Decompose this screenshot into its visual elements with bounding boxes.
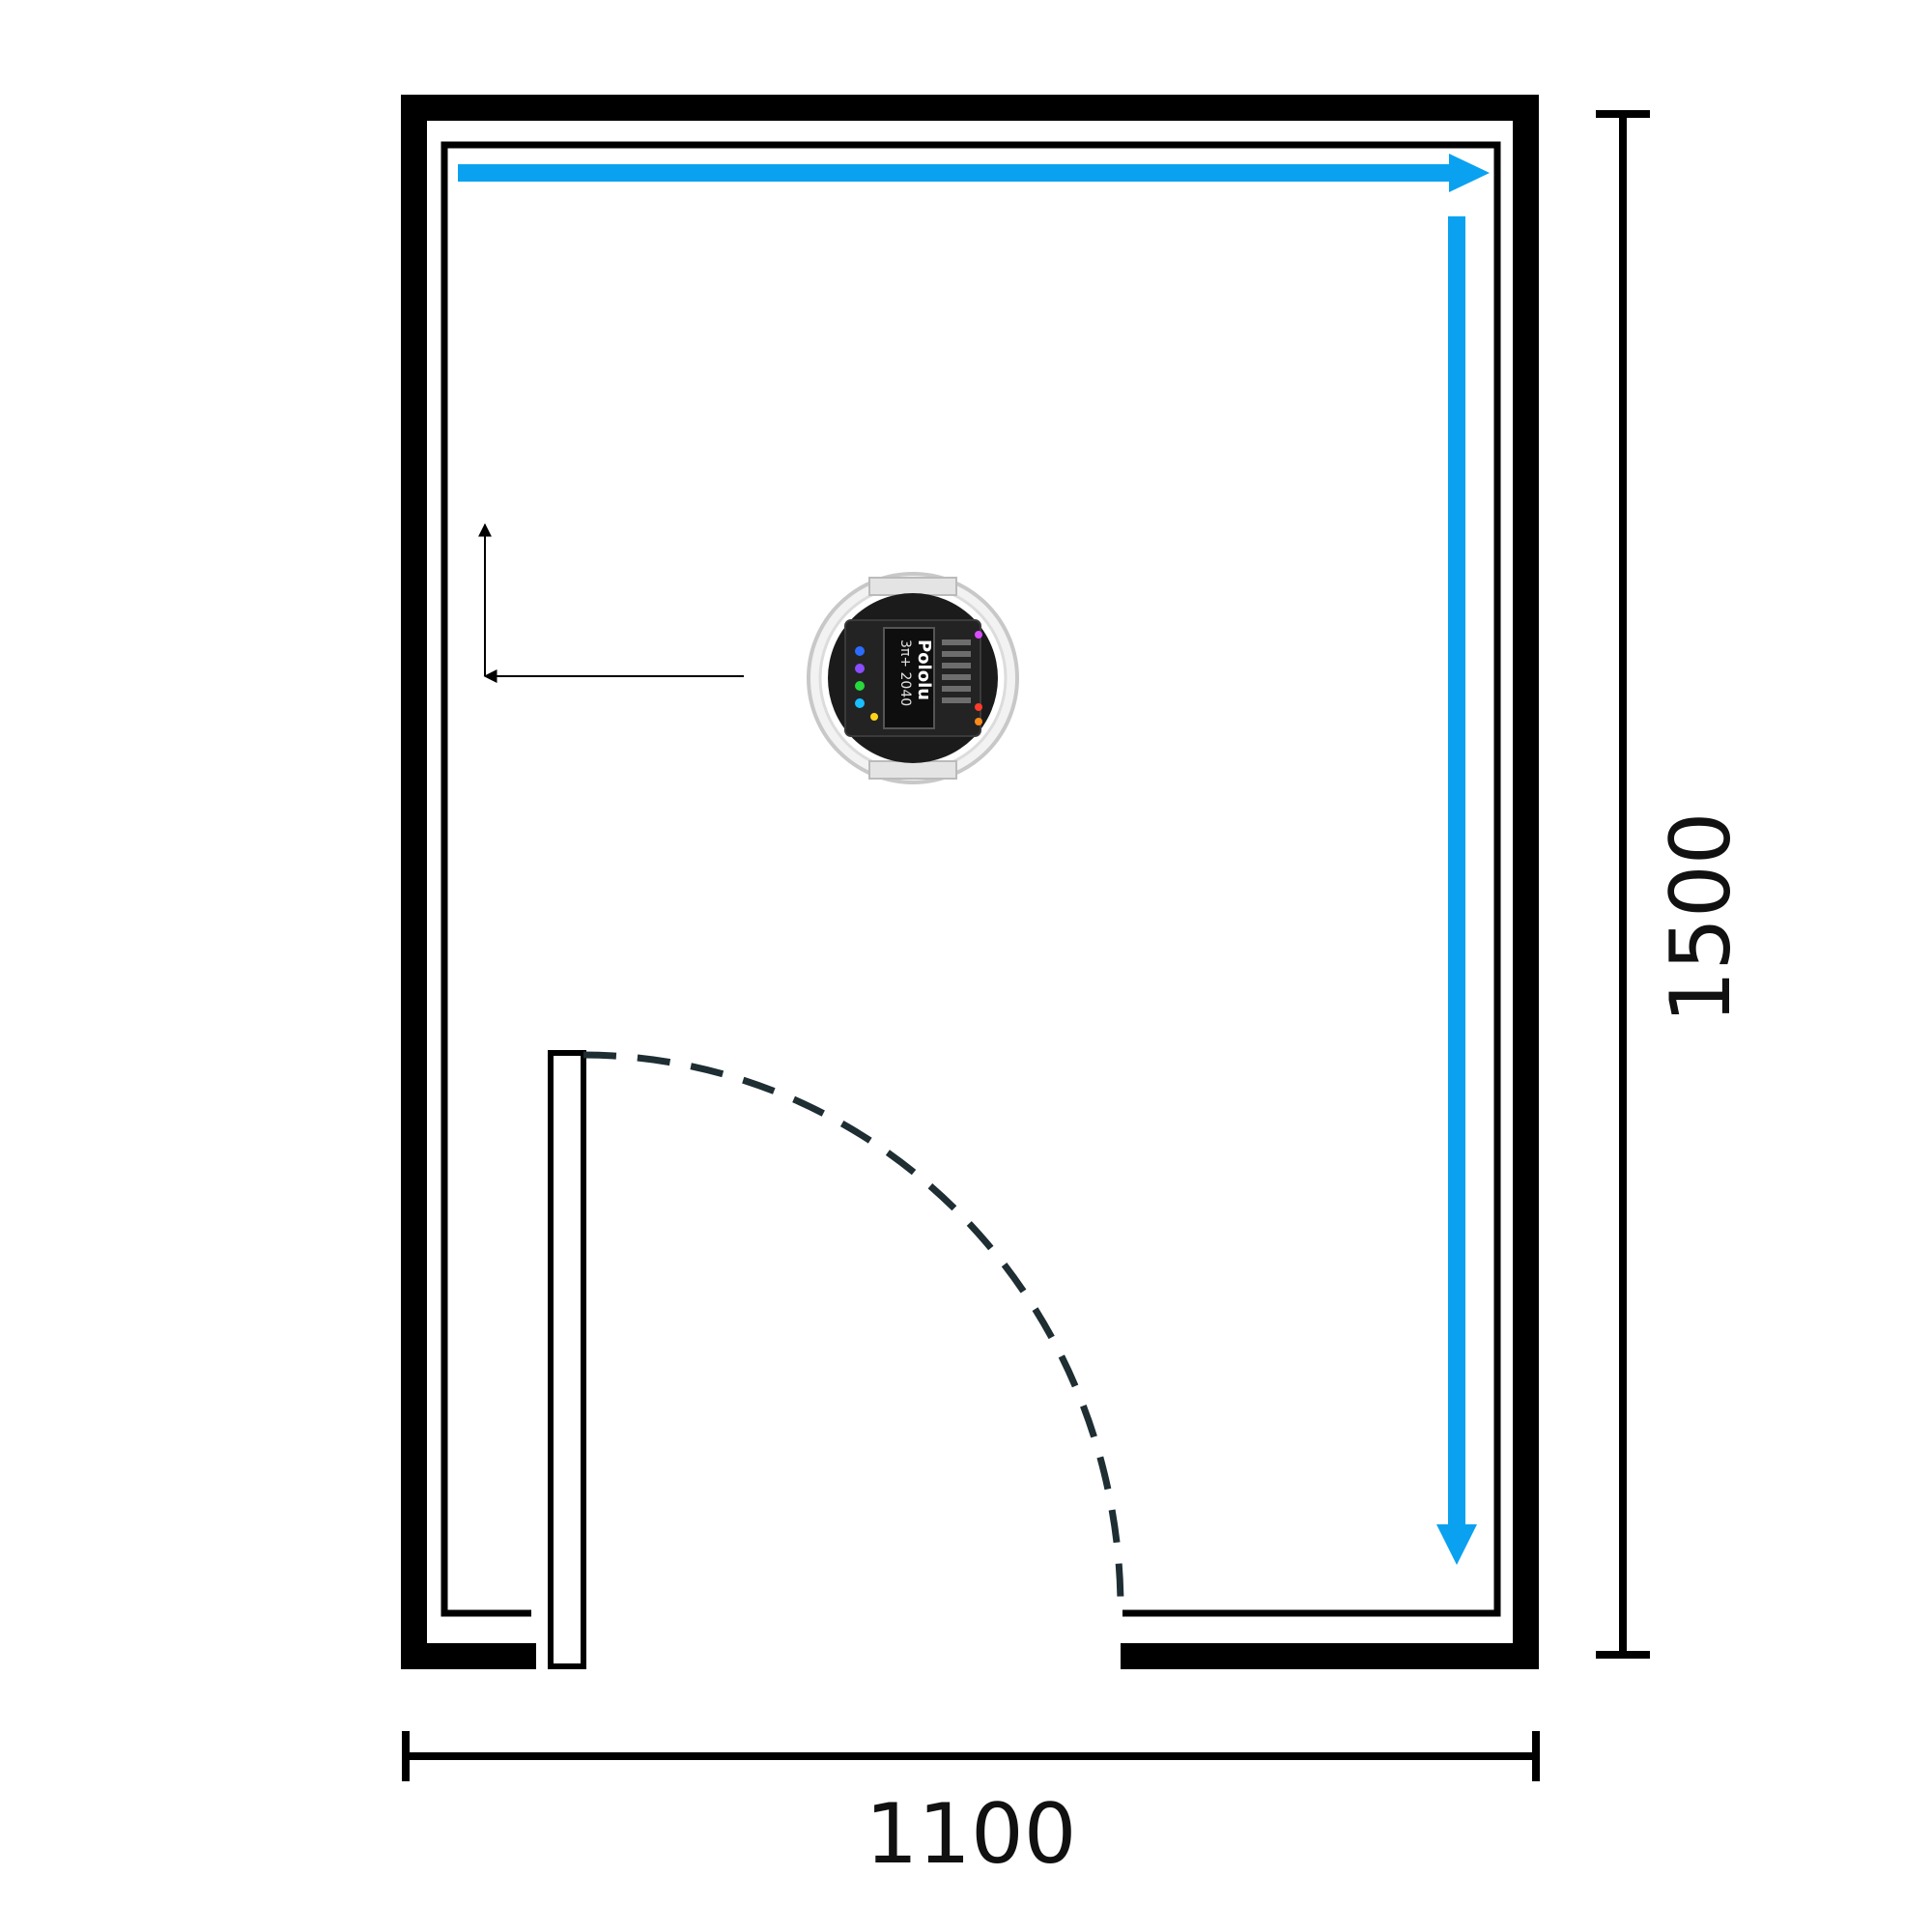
height-dimension-label: 1500 <box>1653 812 1749 1024</box>
path-top-segment <box>458 164 1453 182</box>
outer-wall-left <box>401 95 427 1669</box>
path-right-arrowhead <box>1436 1524 1477 1565</box>
width-dimension <box>402 1731 1540 1781</box>
outer-wall-top <box>401 95 1539 121</box>
outer-wall-bottom-right <box>1121 1643 1539 1669</box>
outer-walls <box>401 95 1539 1669</box>
height-dimension <box>1596 110 1650 1659</box>
inner-wall-outline <box>440 141 1501 1617</box>
width-dimension-label: 1100 <box>866 1786 1077 1883</box>
door-swing-arc <box>582 1051 1124 1609</box>
robot-icon: Pololu 3π+ 2040 <box>807 572 1019 784</box>
outer-wall-bottom-left <box>401 1643 536 1669</box>
door-leaf <box>548 1050 586 1669</box>
outer-wall-right <box>1513 95 1539 1669</box>
coordinate-axes <box>478 523 744 683</box>
robot-brand-label: Pololu <box>914 639 934 700</box>
path-right-segment <box>1448 216 1465 1530</box>
path-top-arrowhead <box>1449 154 1490 192</box>
robot-path <box>458 154 1490 1565</box>
robot-model-label: 3π+ 2040 <box>897 639 913 706</box>
